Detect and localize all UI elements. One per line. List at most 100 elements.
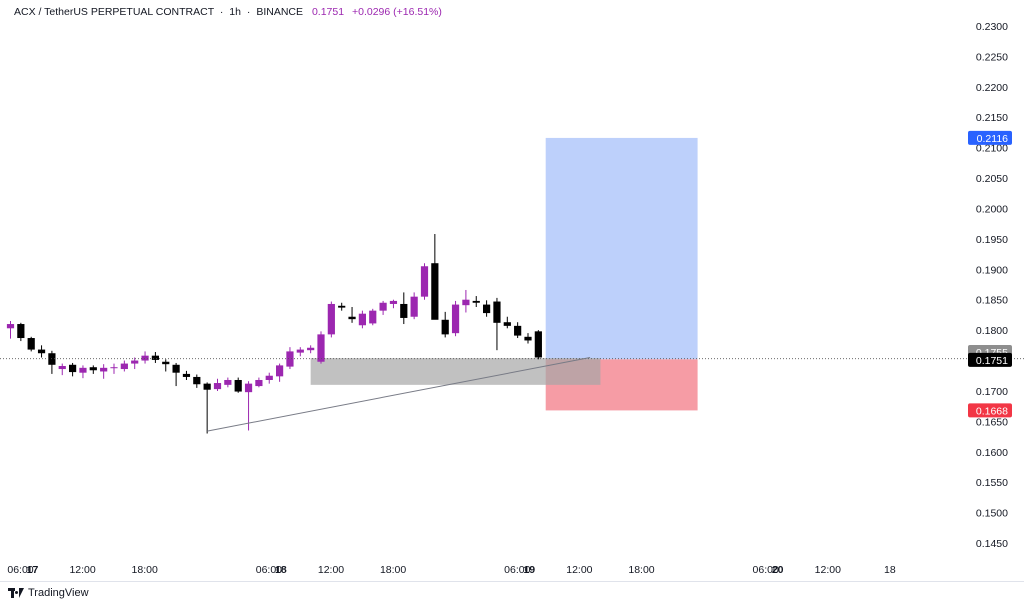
candle-body [244,383,253,393]
price-tick-label: 0.1600 [976,447,1008,459]
candle-body [151,355,159,360]
candle [172,362,180,387]
candle [472,296,480,308]
candle-body [524,336,532,341]
drawings [0,356,1024,432]
candle [534,330,542,360]
candle-body [389,300,398,304]
candle-body [265,375,273,380]
candle [255,377,263,388]
price-tick-label: 0.1450 [976,538,1008,550]
time-tick-label: 18 [275,564,287,576]
candle-body [441,319,449,335]
candle [131,357,139,370]
candle [120,360,128,372]
time-tick-label: 12:00 [815,564,841,576]
candle [182,370,191,380]
trendline[interactable] [207,356,591,432]
candle-body [193,376,201,385]
candle [213,378,222,391]
price-tick-label: 0.1650 [976,416,1008,428]
candle-body [379,302,387,311]
entry-zone[interactable] [310,358,601,385]
candle [420,263,429,300]
candle-body [369,310,377,324]
candle [265,372,273,384]
candle-body [172,364,180,373]
candle-body [534,331,542,358]
candle [503,316,511,329]
candles [6,234,542,434]
candle-body [493,301,501,323]
candle [224,377,232,388]
footer: TradingView [0,581,1024,609]
candle-body [79,367,87,373]
candle [327,301,335,338]
candle-body [89,367,97,371]
price-tick-label: 0.2000 [976,203,1008,215]
time-tick-label: 06:00 [753,564,779,576]
symbol-name[interactable]: ACX / TetherUS PERPETUAL CONTRACT [14,6,214,18]
candle [234,377,242,393]
tradingview-brand[interactable]: TradingView [8,587,89,599]
candle-body [182,373,191,377]
candle [514,322,522,339]
candle [317,331,325,364]
header-separator: · [219,6,224,18]
candle-body [462,299,470,306]
exchange: BINANCE [256,6,304,18]
candle [203,382,211,434]
candle-body [307,347,315,351]
candle [27,336,35,352]
candle-body [483,304,491,314]
target-price-tag-bg [968,130,1012,145]
time-tick-label: 19 [523,564,535,576]
interval[interactable]: 1h [229,6,241,18]
candle [276,363,284,382]
candle-body [276,365,284,377]
price-tick-label: 0.1950 [976,234,1008,246]
price-axis[interactable]: 0.2300 0.2250 0.2200 0.2150 0.2100 0.2050 0.20… [968,21,1012,550]
candle [410,292,418,320]
candle [100,364,108,379]
time-tick-label: 18:00 [380,564,406,576]
candle-body [327,303,335,335]
candle-body [131,360,139,364]
time-tick-label: 17 [27,564,39,576]
time-tick-label: 12:00 [566,564,592,576]
candle [110,363,118,374]
candle [524,333,532,344]
time-tick-label: 06:00 [504,564,530,576]
price-chart[interactable]: 0.2300 0.2250 0.2200 0.2150 0.2100 0.2050 0.20… [0,0,1024,580]
stop-price-tag-bg [968,403,1012,418]
time-tick-label: 12:00 [318,564,344,576]
candle [193,374,201,388]
time-tick-label: 18:00 [628,564,654,576]
last-price: 0.1751 [311,6,345,18]
target-price-tag: 0.2116 [968,130,1012,145]
candle-body [338,305,346,308]
time-tick-label: 12:00 [69,564,95,576]
candle-body [69,364,77,373]
candle-body [317,334,325,362]
candle [493,297,501,351]
candle [307,345,315,354]
candle-body [472,300,480,303]
price-tick-label: 0.2050 [976,173,1008,185]
candle-body [6,324,15,329]
header-separator: · [246,6,251,18]
candle-body [27,338,35,350]
candle-body [451,304,460,334]
candle [348,307,356,323]
time-tick-label: 18 [884,564,896,576]
candle-body [255,379,263,387]
profit-zone[interactable] [545,137,698,360]
candle [89,365,97,374]
candle [162,359,170,372]
price-tick-label: 0.2150 [976,112,1008,124]
candle [451,300,460,337]
candle [358,310,366,329]
candle-body [296,349,304,353]
price-tick-label: 0.2200 [976,82,1008,94]
